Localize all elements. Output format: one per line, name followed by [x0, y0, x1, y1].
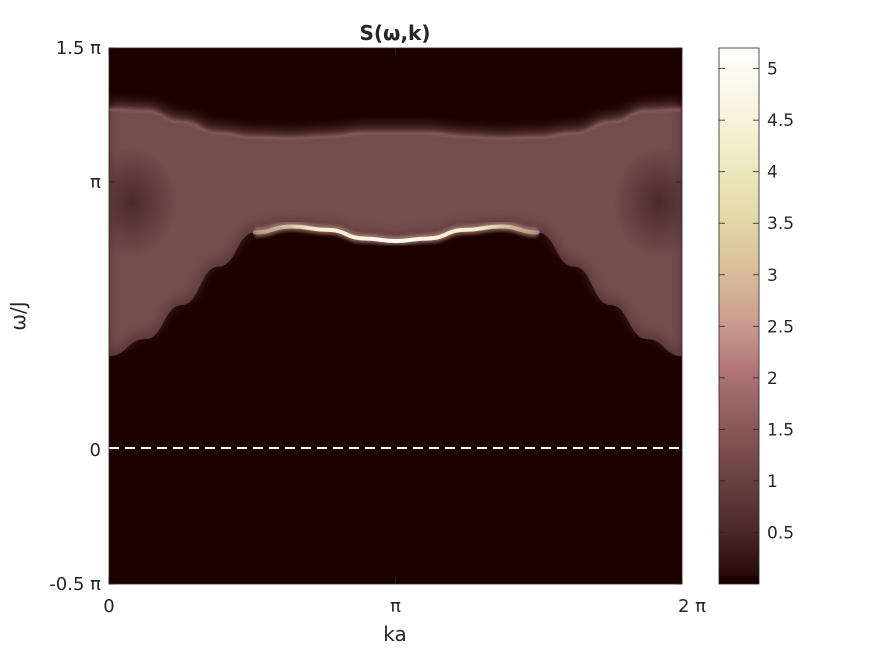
colorbar-tick-label: 4	[767, 163, 778, 183]
colorbar-gradient	[719, 48, 759, 584]
x-axis-ticks: 0 π 2 π	[103, 48, 706, 617]
continuum-upper-edge	[109, 107, 682, 140]
colorbar-tick-label: 4.5	[767, 111, 794, 131]
x-tick-label: 2 π	[678, 596, 706, 617]
colorbar-tick-label: 2.5	[767, 317, 794, 337]
continuum-dim-right	[613, 147, 682, 258]
colorbar-ticks: 0.5 1 1.5 2 2.5 3 3.5 4 4.5 5	[719, 60, 794, 543]
continuum-glow	[109, 102, 682, 351]
x-axis-label: ka	[383, 622, 407, 646]
continuum-layer	[109, 102, 682, 357]
ridge-line	[252, 224, 540, 243]
y-axis-label: ω/J	[6, 301, 30, 330]
colorbar-tick-label: 3	[767, 266, 778, 286]
x-tick-label: 0	[103, 596, 114, 617]
colorbar-tick-label: 0.5	[767, 523, 794, 543]
y-axis-ticks: -0.5 π 0 π 1.5 π	[49, 38, 682, 595]
colorbar: 0.5 1 1.5 2 2.5 3 3.5 4 4.5 5	[718, 47, 794, 585]
colorbar-frame	[718, 47, 760, 585]
y-tick-label: 0	[90, 440, 101, 461]
continuum-dim-left	[109, 147, 177, 258]
colorbar-tick-label: 3.5	[767, 214, 794, 234]
colorbar-tick-label: 1	[767, 472, 778, 492]
y-tick-label: 1.5 π	[56, 38, 101, 59]
x-tick-label: π	[390, 596, 401, 617]
y-tick-label: π	[90, 172, 101, 193]
chart-title: S(ω,k)	[360, 21, 431, 45]
plot-area	[108, 47, 683, 585]
colorbar-tick-label: 5	[767, 60, 778, 80]
colorbar-tick-label: 2	[767, 369, 778, 389]
y-tick-label: -0.5 π	[49, 574, 101, 595]
colorbar-bottom-band	[719, 576, 759, 584]
colorbar-tick-label: 1.5	[767, 420, 794, 440]
